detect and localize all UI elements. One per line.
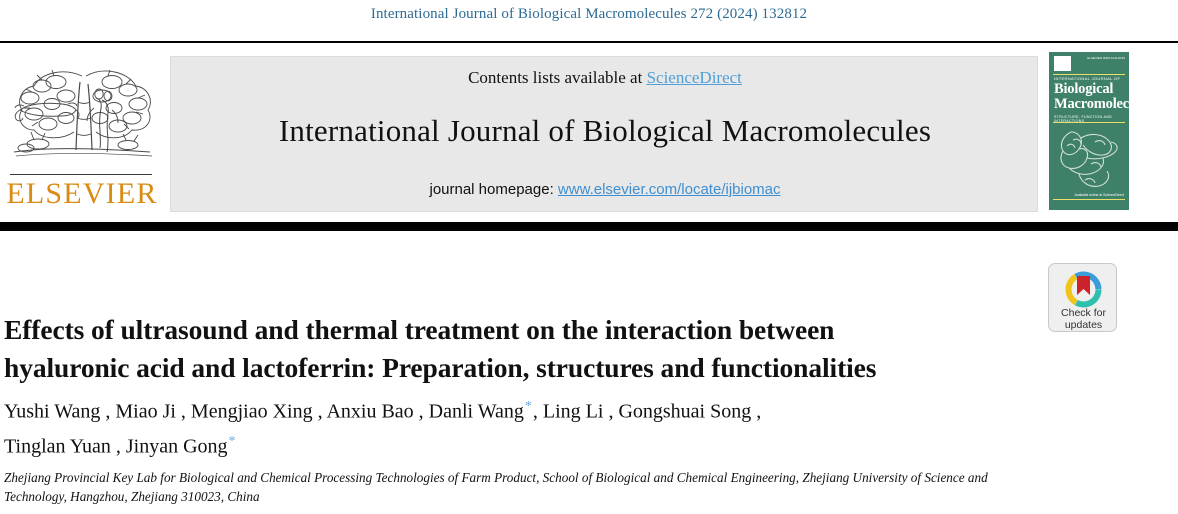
elsevier-logo[interactable]: ELSEVIER <box>6 52 158 212</box>
author-list: Yushi Wang , Miao Ji , Mengjiao Xing , A… <box>4 392 1034 461</box>
article-title-line1: Effects of ultrasound and thermal treatm… <box>4 314 835 346</box>
black-separator-band <box>0 222 1178 231</box>
article-title-line2: hyaluronic acid and lactoferrin: Prepara… <box>4 352 877 384</box>
running-head: International Journal of Biological Macr… <box>370 6 808 22</box>
crossmark-label: Check for updates <box>1049 307 1118 332</box>
cover-rule-top <box>1053 74 1125 75</box>
cover-title: Biological Macromolecules <box>1054 81 1129 112</box>
elsevier-tree-icon <box>13 69 153 157</box>
authors-line1-part2: , Ling Li , Gongshuai Song , <box>532 400 762 423</box>
crossmark-ring-icon <box>1065 271 1102 308</box>
cover-kicker: INTERNATIONAL JOURNAL OF <box>1054 76 1121 81</box>
cover-rule-mid <box>1053 122 1125 123</box>
homepage-prefix: journal homepage: <box>429 181 558 198</box>
crossmark-label-line1: Check for <box>1061 307 1106 319</box>
cover-footer: Available online at ScienceDirect <box>1074 193 1124 198</box>
crossmark-label-line2: updates <box>1064 319 1103 332</box>
journal-masthead: ELSEVIER Contents lists available at Sci… <box>0 50 1178 213</box>
journal-homepage-line: journal homepage: www.elsevier.com/locat… <box>171 181 1039 198</box>
elsevier-logo-rule <box>10 174 152 175</box>
elsevier-wordmark: ELSEVIER <box>6 177 158 210</box>
affiliation: Zhejiang Provincial Key Lab for Biologic… <box>4 468 1039 506</box>
corresponding-author-marker-2[interactable]: * <box>228 433 236 449</box>
contents-prefix: Contents lists available at <box>468 68 647 87</box>
journal-cover-thumbnail[interactable]: ELSEVIER ISSN 0141-8130 INTERNATIONAL JO… <box>1049 52 1129 210</box>
cover-title-line1: Biological <box>1054 81 1114 97</box>
article-title: Effects of ultrasound and thermal treatm… <box>4 311 1029 387</box>
journal-homepage-link[interactable]: www.elsevier.com/locate/ijbiomac <box>557 181 781 198</box>
sciencedirect-link[interactable]: ScienceDirect <box>646 68 742 87</box>
contents-line: Contents lists available at ScienceDirec… <box>171 68 1039 88</box>
cover-rule-bottom <box>1053 199 1125 200</box>
affiliation-line2: Science and Technology, Hangzhou, Zhejia… <box>4 470 988 504</box>
contents-panel: Contents lists available at ScienceDirec… <box>170 56 1038 212</box>
cover-molecule-illustration-icon <box>1060 131 1118 187</box>
cover-title-line2: Macromolecules <box>1054 95 1129 112</box>
cover-corner-label: ELSEVIER ISSN 0141-8130 <box>1087 56 1125 60</box>
authors-line1-part1: Yushi Wang , Miao Ji , Mengjiao Xing , A… <box>4 400 524 423</box>
top-horizontal-rule <box>0 41 1178 43</box>
crossmark-badge[interactable]: Check for updates <box>1048 263 1117 332</box>
journal-title: International Journal of Biological Macr… <box>278 113 932 148</box>
affiliation-line1: Zhejiang Provincial Key Lab for Biologic… <box>4 470 922 485</box>
cover-publisher-mark-icon <box>1054 56 1071 71</box>
corresponding-author-marker-1[interactable]: * <box>524 399 532 414</box>
cover-subtitle: STRUCTURE, FUNCTION AND INTERACTIONS <box>1054 115 1113 123</box>
authors-line2: Tinglan Yuan , Jinyan Gong <box>4 435 228 458</box>
